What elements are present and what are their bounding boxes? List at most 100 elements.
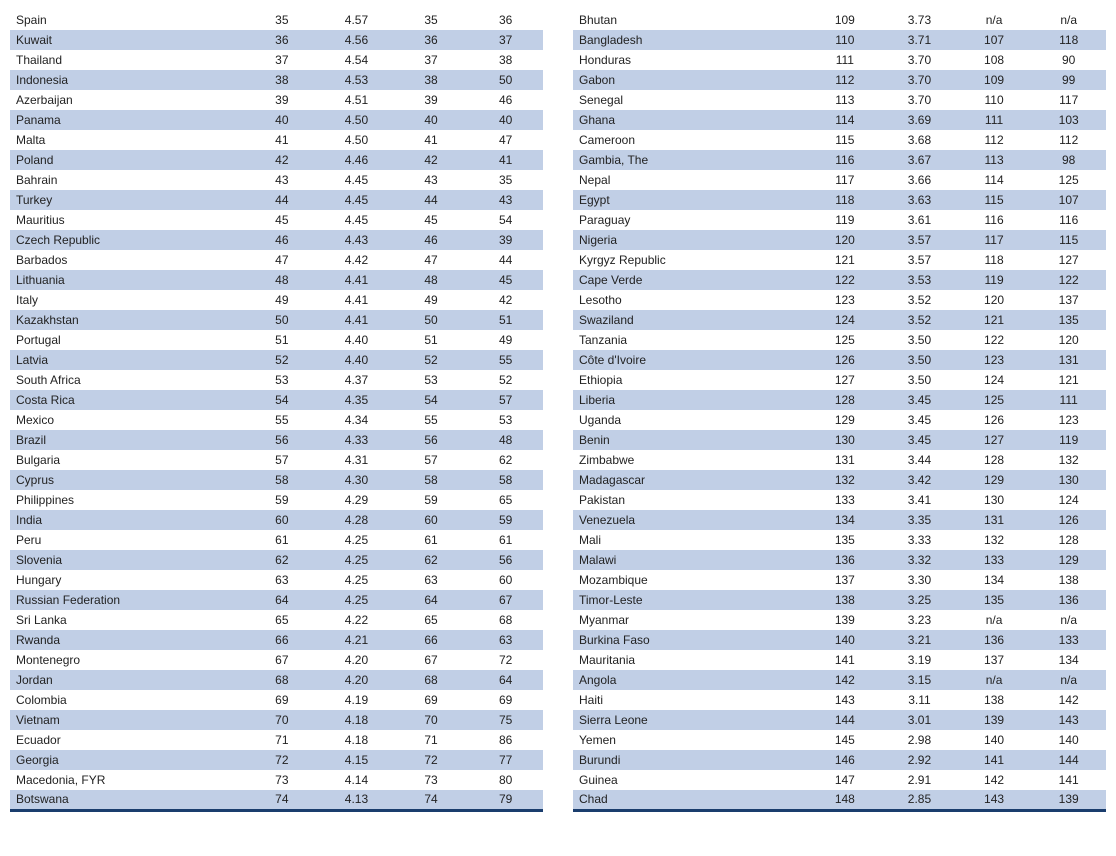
score-cell: 3.69 — [882, 110, 957, 130]
rank2-cell: 133 — [957, 550, 1032, 570]
table-row: Philippines594.295965 — [10, 490, 543, 510]
score-cell: 3.41 — [882, 490, 957, 510]
country-cell: Rwanda — [10, 630, 245, 650]
rank1-cell: 117 — [808, 170, 883, 190]
rank3-cell: 58 — [468, 470, 543, 490]
table-row: Italy494.414942 — [10, 290, 543, 310]
score-cell: 4.35 — [319, 390, 394, 410]
rank3-cell: 69 — [468, 690, 543, 710]
rank3-cell: 120 — [1031, 330, 1106, 350]
table-row: Bhutan1093.73n/an/a — [573, 10, 1106, 30]
rank2-cell: 45 — [394, 210, 469, 230]
country-cell: Angola — [573, 670, 808, 690]
country-cell: Côte d'Ivoire — [573, 350, 808, 370]
country-cell: Thailand — [10, 50, 245, 70]
country-cell: Guinea — [573, 770, 808, 790]
rank3-cell: 43 — [468, 190, 543, 210]
country-cell: Costa Rica — [10, 390, 245, 410]
score-cell: 4.13 — [319, 790, 394, 810]
right-ranking-table: Bhutan1093.73n/an/aBangladesh1103.711071… — [573, 10, 1106, 812]
score-cell: 4.15 — [319, 750, 394, 770]
country-cell: Mauritius — [10, 210, 245, 230]
rank3-cell: 44 — [468, 250, 543, 270]
rank2-cell: 107 — [957, 30, 1032, 50]
rank1-cell: 110 — [808, 30, 883, 50]
score-cell: 3.70 — [882, 50, 957, 70]
country-cell: Jordan — [10, 670, 245, 690]
table-row: Mali1353.33132128 — [573, 530, 1106, 550]
score-cell: 3.68 — [882, 130, 957, 150]
table-row: Indonesia384.533850 — [10, 70, 543, 90]
rank1-cell: 130 — [808, 430, 883, 450]
score-cell: 3.45 — [882, 390, 957, 410]
rank2-cell: 112 — [957, 130, 1032, 150]
rank3-cell: 68 — [468, 610, 543, 630]
rank1-cell: 39 — [245, 90, 320, 110]
rank1-cell: 48 — [245, 270, 320, 290]
rank3-cell: 51 — [468, 310, 543, 330]
rank2-cell: 35 — [394, 10, 469, 30]
table-row: Madagascar1323.42129130 — [573, 470, 1106, 490]
rank2-cell: 141 — [957, 750, 1032, 770]
country-cell: Gambia, The — [573, 150, 808, 170]
country-cell: Lithuania — [10, 270, 245, 290]
country-cell: Bahrain — [10, 170, 245, 190]
table-row: Poland424.464241 — [10, 150, 543, 170]
table-row: Mexico554.345553 — [10, 410, 543, 430]
rank2-cell: 108 — [957, 50, 1032, 70]
rank3-cell: 127 — [1031, 250, 1106, 270]
country-cell: Hungary — [10, 570, 245, 590]
table-row: Angola1423.15n/an/a — [573, 670, 1106, 690]
rank2-cell: 135 — [957, 590, 1032, 610]
country-cell: Bhutan — [573, 10, 808, 30]
rank1-cell: 51 — [245, 330, 320, 350]
rank3-cell: 50 — [468, 70, 543, 90]
country-cell: Myanmar — [573, 610, 808, 630]
table-row: Slovenia624.256256 — [10, 550, 543, 570]
table-row: Peru614.256161 — [10, 530, 543, 550]
rank1-cell: 133 — [808, 490, 883, 510]
rank2-cell: 143 — [957, 790, 1032, 810]
table-row: Mozambique1373.30134138 — [573, 570, 1106, 590]
country-cell: Brazil — [10, 430, 245, 450]
score-cell: 3.33 — [882, 530, 957, 550]
score-cell: 4.56 — [319, 30, 394, 50]
rank2-cell: 60 — [394, 510, 469, 530]
table-row: Honduras1113.7010890 — [573, 50, 1106, 70]
country-cell: South Africa — [10, 370, 245, 390]
rank1-cell: 42 — [245, 150, 320, 170]
rank1-cell: 143 — [808, 690, 883, 710]
score-cell: 3.50 — [882, 330, 957, 350]
rank3-cell: n/a — [1031, 670, 1106, 690]
country-cell: Portugal — [10, 330, 245, 350]
score-cell: 3.21 — [882, 630, 957, 650]
rank2-cell: 53 — [394, 370, 469, 390]
table-row: Thailand374.543738 — [10, 50, 543, 70]
rank3-cell: 36 — [468, 10, 543, 30]
rank3-cell: 103 — [1031, 110, 1106, 130]
rank3-cell: 107 — [1031, 190, 1106, 210]
table-row: Mauritania1413.19137134 — [573, 650, 1106, 670]
table-row: Vietnam704.187075 — [10, 710, 543, 730]
table-row: Lithuania484.414845 — [10, 270, 543, 290]
rank2-cell: 119 — [957, 270, 1032, 290]
score-cell: 3.11 — [882, 690, 957, 710]
rank1-cell: 114 — [808, 110, 883, 130]
rank2-cell: 111 — [957, 110, 1032, 130]
rank1-cell: 124 — [808, 310, 883, 330]
score-cell: 4.42 — [319, 250, 394, 270]
country-cell: Macedonia, FYR — [10, 770, 245, 790]
table-row: Cape Verde1223.53119122 — [573, 270, 1106, 290]
score-cell: 3.70 — [882, 90, 957, 110]
rank3-cell: 98 — [1031, 150, 1106, 170]
rank1-cell: 111 — [808, 50, 883, 70]
rank1-cell: 122 — [808, 270, 883, 290]
table-row: Nepal1173.66114125 — [573, 170, 1106, 190]
rank3-cell: 60 — [468, 570, 543, 590]
country-cell: Nepal — [573, 170, 808, 190]
score-cell: 4.21 — [319, 630, 394, 650]
country-cell: Bangladesh — [573, 30, 808, 50]
country-cell: Mozambique — [573, 570, 808, 590]
score-cell: 4.45 — [319, 210, 394, 230]
rank1-cell: 120 — [808, 230, 883, 250]
